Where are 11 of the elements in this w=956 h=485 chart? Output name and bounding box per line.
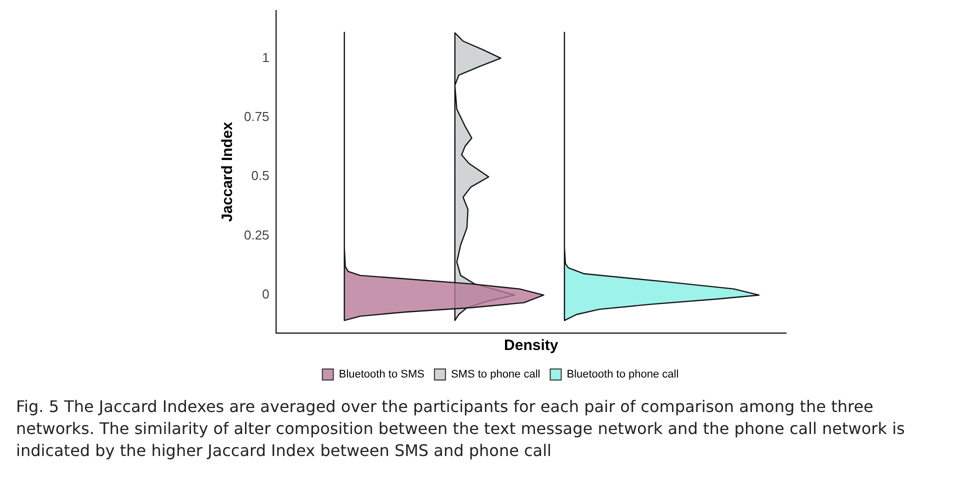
x-axis-title: Density <box>504 337 559 354</box>
caption: Fig. 5 The Jaccard Indexes are averaged over the participants for each pair of comparison among the three networks. The similarity of alter composition between the text message network and the phone call network is indicated by the higher Jaccard Index between SMS and phone call <box>16 396 906 462</box>
y-tick-label: 0.25 <box>244 227 270 242</box>
y-tick-label: 0.75 <box>244 108 270 124</box>
y-tick-label: 0.5 <box>251 168 270 184</box>
legend-label: SMS to phone call <box>450 368 540 381</box>
legend-label: Bluetooth to SMS <box>338 368 424 381</box>
y-tick-label: 1 <box>262 50 270 65</box>
y-tick-label: 0 <box>262 286 270 302</box>
y-axis-title: Jaccard Index <box>219 121 236 222</box>
legend-label: Bluetooth to phone call <box>566 368 679 381</box>
